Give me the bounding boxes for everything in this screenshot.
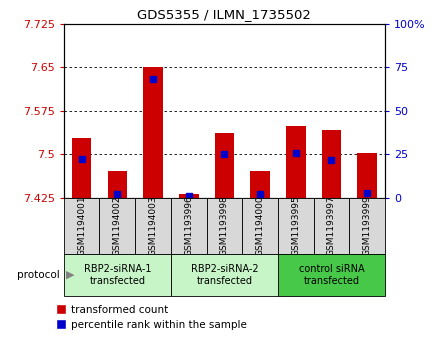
- Bar: [179, 194, 198, 198]
- Text: ▶: ▶: [66, 270, 74, 280]
- Text: GSM1193996: GSM1193996: [184, 196, 193, 256]
- Text: GSM1193997: GSM1193997: [327, 196, 336, 256]
- Text: RBP2-siRNA-1
transfected: RBP2-siRNA-1 transfected: [84, 264, 151, 286]
- Bar: [314, 198, 349, 254]
- Bar: [322, 130, 341, 198]
- Bar: [206, 198, 242, 254]
- Title: GDS5355 / ILMN_1735502: GDS5355 / ILMN_1735502: [137, 8, 312, 21]
- Text: GSM1194002: GSM1194002: [113, 196, 122, 256]
- Text: control siRNA
transfected: control siRNA transfected: [299, 264, 364, 286]
- Bar: [64, 254, 171, 296]
- Bar: [357, 153, 377, 198]
- Bar: [349, 198, 385, 254]
- Text: GSM1194001: GSM1194001: [77, 196, 86, 256]
- Text: GSM1194000: GSM1194000: [256, 196, 264, 256]
- Bar: [107, 171, 127, 198]
- Bar: [72, 138, 92, 198]
- Bar: [250, 171, 270, 198]
- Bar: [286, 126, 306, 198]
- Bar: [215, 133, 234, 198]
- Text: GSM1193995: GSM1193995: [291, 196, 300, 256]
- Bar: [99, 198, 135, 254]
- Text: RBP2-siRNA-2
transfected: RBP2-siRNA-2 transfected: [191, 264, 258, 286]
- Bar: [278, 254, 385, 296]
- Bar: [171, 254, 278, 296]
- Legend: transformed count, percentile rank within the sample: transformed count, percentile rank withi…: [56, 305, 247, 330]
- Bar: [278, 198, 314, 254]
- Bar: [143, 67, 163, 198]
- Bar: [171, 198, 206, 254]
- Bar: [135, 198, 171, 254]
- Text: GSM1193999: GSM1193999: [363, 196, 372, 256]
- Text: GSM1193998: GSM1193998: [220, 196, 229, 256]
- Text: GSM1194003: GSM1194003: [149, 196, 158, 256]
- Text: protocol: protocol: [17, 270, 59, 280]
- Bar: [242, 198, 278, 254]
- Bar: [64, 198, 99, 254]
